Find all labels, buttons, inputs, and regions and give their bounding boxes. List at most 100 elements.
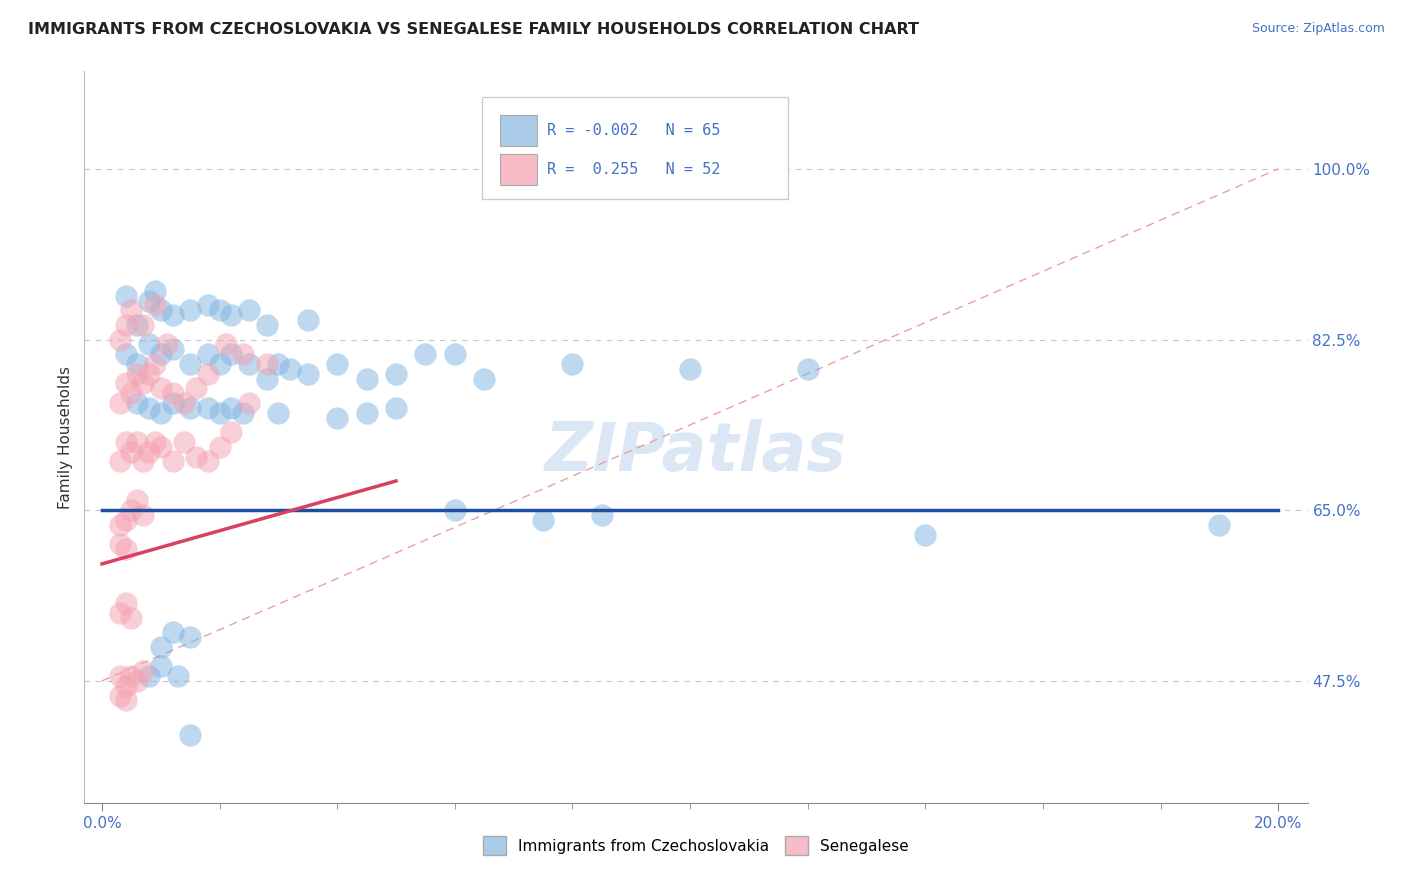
Point bbox=[138, 444, 160, 458]
Point bbox=[138, 293, 160, 308]
Point bbox=[114, 693, 136, 707]
Point bbox=[221, 401, 243, 415]
Point bbox=[149, 659, 172, 673]
Point bbox=[197, 401, 219, 415]
Point bbox=[162, 454, 184, 468]
Point bbox=[232, 406, 254, 420]
Point bbox=[679, 361, 702, 376]
Point bbox=[561, 357, 583, 371]
Point bbox=[385, 367, 408, 381]
Point bbox=[149, 406, 172, 420]
Point bbox=[444, 503, 467, 517]
Point bbox=[238, 396, 260, 410]
Point bbox=[179, 630, 201, 644]
Point bbox=[184, 450, 207, 464]
Point bbox=[162, 386, 184, 401]
Point bbox=[326, 410, 349, 425]
Point bbox=[114, 542, 136, 557]
Text: R = -0.002   N = 65: R = -0.002 N = 65 bbox=[547, 123, 720, 138]
Point bbox=[138, 367, 160, 381]
Point bbox=[127, 396, 149, 410]
Point bbox=[232, 347, 254, 361]
Point bbox=[132, 508, 155, 522]
Point bbox=[127, 493, 149, 508]
Point bbox=[120, 610, 142, 624]
Point bbox=[444, 347, 467, 361]
Point bbox=[162, 343, 184, 357]
Point bbox=[108, 606, 131, 620]
Point bbox=[221, 425, 243, 440]
Point bbox=[256, 371, 278, 385]
Point bbox=[238, 357, 260, 371]
Point bbox=[184, 381, 207, 395]
Point bbox=[267, 357, 290, 371]
Text: R =  0.255   N = 52: R = 0.255 N = 52 bbox=[547, 161, 720, 177]
Point bbox=[143, 284, 166, 298]
Point bbox=[197, 298, 219, 312]
Point bbox=[127, 357, 149, 371]
Point bbox=[256, 357, 278, 371]
Point bbox=[179, 303, 201, 318]
Point bbox=[197, 454, 219, 468]
Point bbox=[143, 434, 166, 449]
Point bbox=[108, 537, 131, 551]
Point bbox=[167, 669, 190, 683]
Point bbox=[149, 347, 172, 361]
Point bbox=[114, 513, 136, 527]
Point bbox=[1208, 517, 1230, 532]
Point bbox=[914, 527, 936, 541]
Point bbox=[297, 313, 319, 327]
Point bbox=[179, 357, 201, 371]
Point bbox=[472, 371, 495, 385]
Point bbox=[127, 673, 149, 688]
Bar bbox=[501, 115, 537, 146]
Point bbox=[256, 318, 278, 332]
Point bbox=[197, 347, 219, 361]
Point bbox=[114, 679, 136, 693]
Point bbox=[127, 367, 149, 381]
Point bbox=[114, 347, 136, 361]
Point bbox=[143, 357, 166, 371]
Point bbox=[120, 303, 142, 318]
Point bbox=[127, 318, 149, 332]
Point bbox=[132, 376, 155, 391]
Point bbox=[114, 376, 136, 391]
Point bbox=[127, 434, 149, 449]
Point bbox=[356, 371, 378, 385]
Point bbox=[120, 669, 142, 683]
Bar bbox=[501, 154, 537, 185]
Point bbox=[132, 454, 155, 468]
Point bbox=[156, 337, 179, 351]
Point bbox=[138, 669, 160, 683]
Text: ZIPatlas: ZIPatlas bbox=[546, 418, 846, 484]
Point bbox=[108, 454, 131, 468]
Point bbox=[114, 596, 136, 610]
Point bbox=[214, 337, 236, 351]
Point bbox=[208, 406, 231, 420]
Text: Source: ZipAtlas.com: Source: ZipAtlas.com bbox=[1251, 22, 1385, 36]
Point bbox=[120, 386, 142, 401]
Point bbox=[138, 337, 160, 351]
Point bbox=[149, 381, 172, 395]
Point bbox=[179, 401, 201, 415]
Legend: Immigrants from Czechoslovakia, Senegalese: Immigrants from Czechoslovakia, Senegale… bbox=[477, 830, 915, 861]
Point bbox=[326, 357, 349, 371]
FancyBboxPatch shape bbox=[482, 97, 787, 200]
Point bbox=[356, 406, 378, 420]
Point bbox=[108, 517, 131, 532]
Point bbox=[238, 303, 260, 318]
Point bbox=[149, 303, 172, 318]
Point bbox=[120, 503, 142, 517]
Point bbox=[132, 318, 155, 332]
Point bbox=[531, 513, 554, 527]
Point bbox=[162, 625, 184, 640]
Point bbox=[179, 727, 201, 741]
Point bbox=[197, 367, 219, 381]
Point bbox=[108, 669, 131, 683]
Point bbox=[162, 308, 184, 322]
Point bbox=[297, 367, 319, 381]
Point bbox=[415, 347, 437, 361]
Point bbox=[114, 434, 136, 449]
Point bbox=[221, 347, 243, 361]
Point bbox=[208, 357, 231, 371]
